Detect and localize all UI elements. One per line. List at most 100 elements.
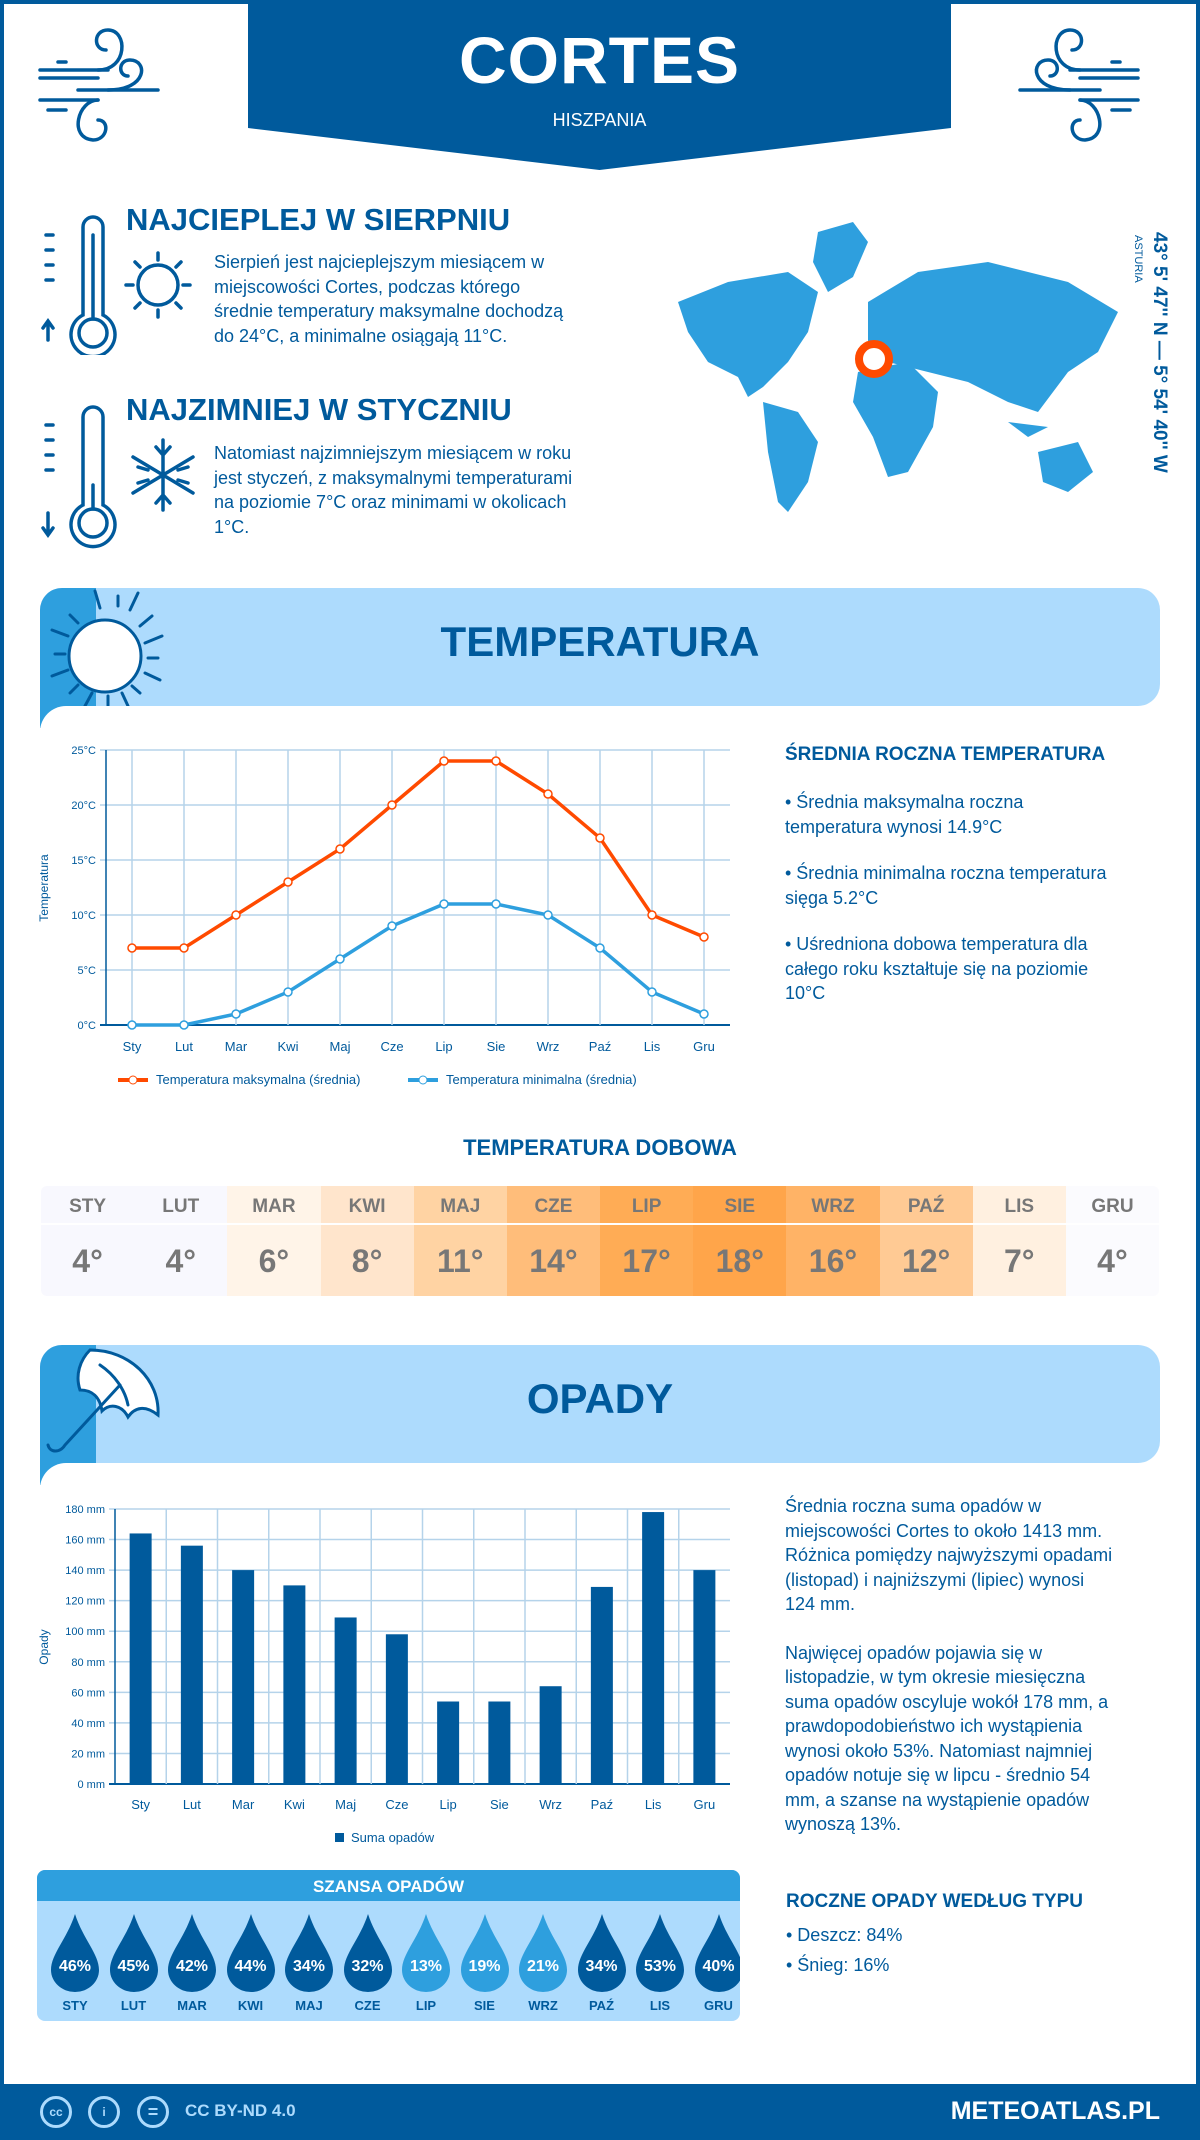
y-tick-label: 80 mm [71,1657,105,1669]
precipitation-chart: 0 mm 20 mm 40 mm 60 mm 80 mm 100 mm 120 mm 140 … [37,1504,730,1845]
y-axis-label: Opady [37,1629,51,1664]
data-point [335,844,345,854]
x-tick-label: Mar [225,1039,248,1054]
precipitation-title: OPADY [526,1375,674,1422]
footer: cc i = CC BY-ND 4.0 METEOATLAS.PL [0,2084,1200,2140]
rain-drop: 40% [693,1914,740,1992]
x-tick-label: Gru [694,1797,716,1812]
chance-month: PAŹ [588,1998,615,2013]
data-point [335,954,345,964]
series-line [132,902,705,1027]
chance-month: MAJ [295,1998,323,2013]
data-point [699,932,709,942]
y-tick-label: 160 mm [65,1535,105,1547]
temp-value: 7° [1004,1243,1035,1279]
x-tick-label: Lut [175,1039,193,1054]
bar [180,1545,203,1784]
drop-icon [168,1914,216,1992]
drop-icon [109,1914,158,1992]
temp-value: 14° [529,1243,578,1279]
drop-icon [402,1914,450,1992]
temp-value: 4° [1097,1243,1128,1279]
legend-label: Suma opadów [351,1830,435,1845]
month-label: WRZ [786,1186,880,1225]
bullet: • Uśredniona dobowa temperatura dla całeg… [785,934,1089,1003]
temp-value: 17° [622,1243,671,1279]
text-line: na poziomie 7°C oraz minimami w okolicac… [214,492,567,512]
daily-temp-cell: LUT 4° [134,1186,228,1296]
temperature-title: TEMPERATURA [440,618,760,665]
month-label: PAŹ [879,1186,973,1225]
month-label: MAJ [413,1186,507,1225]
daily-temp-cell: MAJ 11° [413,1186,507,1296]
wind-icon [1018,28,1140,142]
drop-icon [51,1914,99,1992]
data-point [543,910,553,920]
temp-value: 8° [351,1243,383,1279]
rain-drop: 34% [283,1914,335,1992]
bar [539,1686,562,1784]
chance-value: 46% [58,1958,92,1975]
data-point [127,1020,137,1030]
x-tick-label: Sty [123,1039,142,1054]
city-title: CORTES [458,23,741,97]
rain-drop: 45% [108,1914,160,1992]
chance-month: WRZ [528,1998,558,2013]
data-point [387,921,397,931]
data-point [491,899,501,909]
header-banner [248,0,951,170]
bar [385,1634,408,1784]
chance-month: KWI [237,1998,264,2013]
rain-drop: 13% [400,1914,452,1992]
chance-value: 34% [292,1958,326,1975]
precip-type-rain: • Deszcz: 84% [786,1925,903,1945]
chance-value: 40% [702,1958,735,1975]
thermometer-cold-icon [41,405,195,549]
chance-month: LIP [415,1998,437,2013]
temp-value: 4° [165,1243,197,1279]
daily-temp-cell: SIE 18° [693,1186,787,1296]
x-tick-label: Kwi [278,1039,299,1054]
license-link[interactable]: CC BY-ND 4.0 [185,2101,296,2120]
y-tick-label: 0 mm [78,1779,106,1791]
x-tick-label: Kwi [284,1797,305,1812]
rain-drop: 46% [49,1914,101,1992]
bar [642,1512,665,1784]
bar [232,1570,255,1784]
y-tick-label: 0°C [78,1020,97,1032]
attribution-icon: i [88,2096,120,2128]
bullet: • Średnia minimalna roczna temperatura si… [785,863,1107,908]
rain-drop: 44% [225,1914,277,1992]
drop-icon [226,1914,275,1992]
chance-value: 44% [234,1958,267,1975]
y-tick-label: 15°C [71,855,96,867]
chance-month: SIE [474,1998,495,2013]
chance-month: LUT [120,1998,147,2013]
chance-month: MAR [177,1998,207,2013]
month-label: LIS [972,1186,1066,1225]
x-tick-label: Mar [232,1797,255,1812]
chance-value: 34% [585,1958,618,1975]
site-link[interactable]: METEOATLAS.PL [950,2097,1160,2125]
y-axis-label: Temperatura [37,854,51,922]
data-point [595,943,605,953]
temperature-banner: TEMPERATURA [40,588,1160,736]
sun-icon [50,589,164,706]
x-tick-label: Maj [330,1039,351,1054]
drop-icon [519,1914,567,1992]
month-label: LIP [600,1186,694,1225]
daily-temp-cell: GRU 4° [1065,1186,1159,1296]
temperature-chart: 0°C 5°C 10°C 15°C 20°C 25°C Sty Lut Mar Kwi Maj Cze… [37,745,730,1087]
rain-drop: 42% [166,1914,218,1992]
warmest-title: NAJCIEPLEJ W SIERPNIU [126,202,511,237]
daily-temp-cell: PAŹ 12° [879,1186,973,1296]
chance-value: 32% [351,1958,384,1975]
drop-icon [577,1914,626,1992]
temp-value: 4° [72,1243,103,1279]
y-tick-label: 20 mm [71,1748,105,1760]
daily-temperature-title: TEMPERATURA DOBOWA [463,1135,737,1160]
x-tick-label: Lip [439,1797,456,1812]
noderivs-icon: = [137,2096,169,2128]
legend-label: Temperatura minimalna (średnia) [446,1072,637,1087]
x-tick-label: Maj [335,1797,356,1812]
